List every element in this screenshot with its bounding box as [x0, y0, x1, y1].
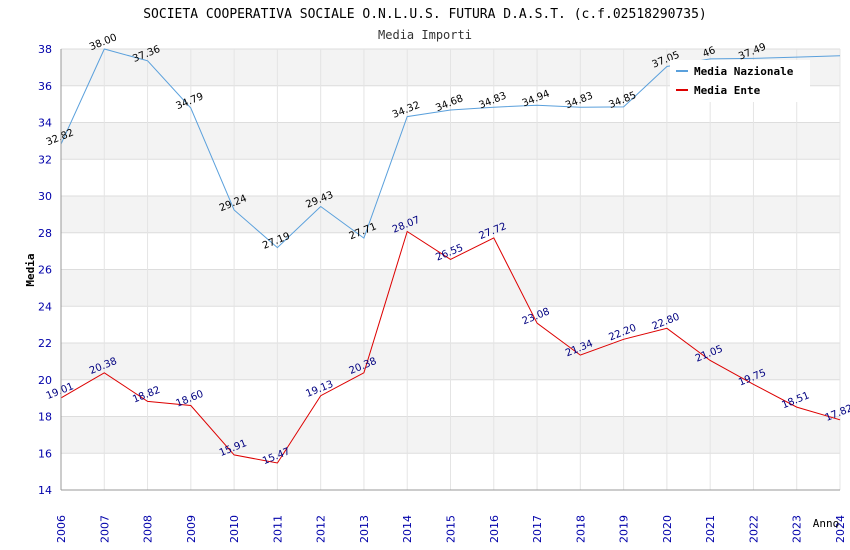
legend-label: Media Ente [694, 84, 761, 97]
y-tick-label: 20 [38, 374, 52, 387]
series-line-media-nazionale [60, 48, 841, 249]
data-label: 34.85 [607, 90, 638, 111]
y-tick-label: 22 [38, 337, 52, 350]
x-tick-label: 2020 [661, 515, 674, 543]
x-tick-label: 2023 [791, 515, 804, 543]
y-tick-label: 32 [38, 153, 52, 166]
x-tick-label: 2021 [704, 515, 717, 543]
y-axis-label: Media [24, 253, 37, 286]
x-axis-label: Anno [813, 517, 840, 530]
data-label: 34.94 [521, 88, 552, 109]
x-tick-label: 2011 [271, 515, 284, 543]
x-tick-label: 2010 [228, 515, 241, 543]
series-lines [60, 48, 841, 464]
x-tick-label: 2014 [401, 515, 414, 543]
legend-label: Media Nazionale [694, 65, 794, 78]
data-label: 46 [701, 45, 717, 60]
x-tick-label: 2015 [445, 515, 458, 543]
legend: Media Nazionale Media Ente [670, 60, 810, 102]
data-label: 34.83 [564, 90, 595, 111]
x-tick-label: 2019 [618, 515, 631, 543]
y-tick-label: 16 [38, 447, 52, 460]
data-label: 34.83 [478, 90, 509, 111]
x-tick-label: 2017 [531, 515, 544, 543]
legend-box [670, 60, 810, 102]
data-label: 18.60 [175, 389, 206, 410]
x-tick-label: 2006 [55, 515, 68, 543]
y-tick-label: 34 [38, 117, 52, 130]
data-label: 34.68 [434, 93, 465, 114]
y-tick-label: 26 [38, 264, 52, 277]
x-tick-label: 2024 [834, 515, 847, 543]
chart-subtitle: Media Importi [378, 28, 472, 42]
x-tick-label: 2022 [747, 515, 760, 543]
chart-title: SOCIETA COOPERATIVA SOCIALE O.N.L.U.S. F… [143, 7, 707, 22]
x-tick-label: 2009 [185, 515, 198, 543]
x-tick-label: 2008 [142, 515, 155, 543]
data-label: 26.55 [434, 243, 465, 264]
y-tick-label: 14 [38, 484, 52, 497]
y-tick-label: 36 [38, 80, 52, 93]
x-tick-label: 2016 [488, 515, 501, 543]
data-label: 22.80 [651, 312, 682, 333]
x-tick-label: 2007 [98, 515, 111, 543]
y-tick-label: 38 [38, 43, 52, 56]
data-label: 27.19 [261, 231, 292, 252]
x-tick-label: 2012 [315, 515, 328, 543]
y-tick-label: 30 [38, 190, 52, 203]
y-tick-label: 28 [38, 227, 52, 240]
y-tick-label: 18 [38, 411, 52, 424]
data-label: 18.51 [780, 390, 811, 411]
gridlines [60, 48, 841, 491]
data-label: 23.08 [521, 306, 552, 327]
data-label: 34.79 [175, 91, 206, 112]
x-tick-label: 2013 [358, 515, 371, 543]
data-label: 34.32 [391, 100, 422, 121]
y-tick-label: 24 [38, 300, 52, 313]
series-line-media-ente [60, 230, 841, 464]
x-tick-label: 2018 [574, 515, 587, 543]
data-label: 22.20 [607, 323, 638, 344]
